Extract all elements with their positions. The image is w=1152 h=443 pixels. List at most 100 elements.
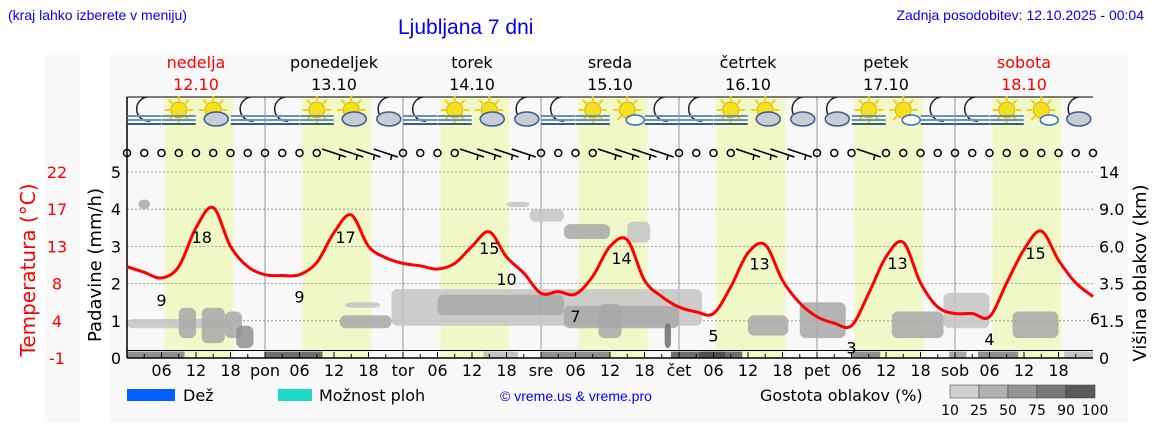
sun-ray (218, 99, 224, 105)
calm-wind-icon (830, 148, 839, 158)
wind-barb (615, 148, 640, 158)
wind-barb-feather (528, 154, 531, 161)
density-level-label: 90 (1057, 403, 1075, 419)
day-date: 16.10 (725, 75, 771, 94)
x-tick-label: 06 (427, 361, 447, 380)
day-name: četrtek (720, 53, 778, 72)
x-tick-label: 18 (358, 361, 378, 380)
moon-fog-icon (920, 96, 955, 125)
sun-ray (892, 115, 898, 121)
x-tick-label: 06 (289, 361, 309, 380)
credit-link[interactable]: © vreme.us & vreme.pro (500, 388, 652, 404)
calm-wind-icon (674, 148, 684, 158)
sun-ray (996, 99, 1002, 105)
wind-barb-feather (666, 154, 669, 161)
wind-barb-feather (338, 154, 341, 161)
sun-ray (720, 99, 726, 105)
sun-fog-icon (161, 96, 196, 125)
density-level-label: 75 (1028, 403, 1046, 419)
calm-wind-icon (1019, 148, 1029, 158)
calm-wind-icon (260, 148, 270, 158)
day-name: sreda (588, 53, 632, 72)
cloud-height-tick: 3.5 (1099, 275, 1124, 294)
cloud (341, 111, 367, 127)
x-day-label: sob (941, 361, 969, 380)
precip-tick: 2 (111, 275, 121, 294)
wind-barb-feather (804, 154, 807, 161)
x-tick-label: 06 (565, 361, 585, 380)
sun-small-cloud-icon (613, 96, 645, 126)
sun-ray (444, 99, 450, 105)
calm-wind-icon (933, 148, 942, 158)
cloud (1039, 114, 1059, 126)
sun-ray (356, 99, 362, 105)
calm-wind-icon (692, 148, 701, 158)
sun-ray (582, 99, 588, 105)
sun-ray (908, 99, 914, 105)
calm-wind-icon (157, 148, 166, 158)
calm-wind-icon (174, 148, 183, 158)
city-select-hint[interactable]: (kraj lahko izberete v meniju) (8, 7, 187, 23)
sun (584, 101, 602, 119)
temp-tick: 17 (47, 200, 67, 219)
density-level-label: 25 (970, 403, 988, 419)
sun-ray (874, 99, 880, 105)
wind-barb-feather (648, 154, 652, 161)
moon-cloud-icon (790, 96, 816, 127)
wind-barb (770, 148, 795, 158)
density-swatch (1036, 384, 1067, 399)
wind-barb (735, 148, 761, 158)
temp-annotation: 13 (749, 254, 769, 273)
calm-wind-icon (1071, 148, 1080, 158)
sun-ray (340, 99, 346, 105)
calm-wind-icon (1037, 148, 1046, 158)
cloud (755, 111, 781, 127)
moon-fog-icon (265, 96, 300, 125)
wind-barb (477, 148, 502, 158)
x-tick-label: 18 (496, 361, 516, 380)
moon-cloud-icon (376, 96, 402, 127)
calm-wind-icon (588, 148, 597, 158)
x-tick-label: 06 (841, 361, 861, 380)
density-level-label: 50 (999, 403, 1017, 419)
sun-ray (460, 99, 466, 105)
calm-wind-icon (554, 148, 563, 158)
wind-barb (649, 148, 674, 158)
calm-wind-icon (1054, 148, 1063, 158)
day-date: 15.10 (587, 75, 633, 94)
moon-cloud-icon (824, 96, 850, 127)
calm-wind-icon (191, 148, 201, 158)
moon-fog-icon (230, 96, 265, 125)
density-level-label: 100 (1082, 403, 1109, 419)
calm-wind-icon (812, 148, 822, 158)
wind-barb-feather (510, 154, 514, 161)
sun-ray (736, 99, 742, 105)
cloud-height-tick: 9.0 (1099, 200, 1124, 219)
calm-wind-icon (1002, 148, 1011, 158)
temp-annotation: 14 (611, 249, 631, 268)
cloud (824, 111, 850, 127)
cloud-height-tick: 1.5 (1099, 312, 1124, 331)
sun-ray (1030, 115, 1036, 121)
x-tick-label: 18 (634, 361, 654, 380)
calm-wind-icon (985, 148, 994, 158)
calm-wind-icon (312, 148, 321, 158)
temp-annotation: 6 (1090, 310, 1100, 329)
last-update: Zadnja posodobitev: 12.10.2025 - 00:04 (896, 7, 1144, 23)
sun-fog-icon (851, 96, 886, 125)
low-cloud (127, 351, 185, 358)
sun-ray (202, 99, 208, 105)
wind-barb (356, 148, 381, 158)
sun-ray (598, 99, 604, 105)
sun (308, 101, 326, 119)
sun-fog-icon (437, 96, 472, 125)
sun-small-cloud-icon (889, 96, 921, 126)
calm-wind-icon (968, 148, 977, 158)
x-tick-label: 18 (910, 361, 930, 380)
cloud-layer (564, 224, 610, 239)
wind-barb (787, 148, 812, 158)
cloud-layer (138, 199, 150, 210)
calm-wind-icon (416, 148, 425, 158)
